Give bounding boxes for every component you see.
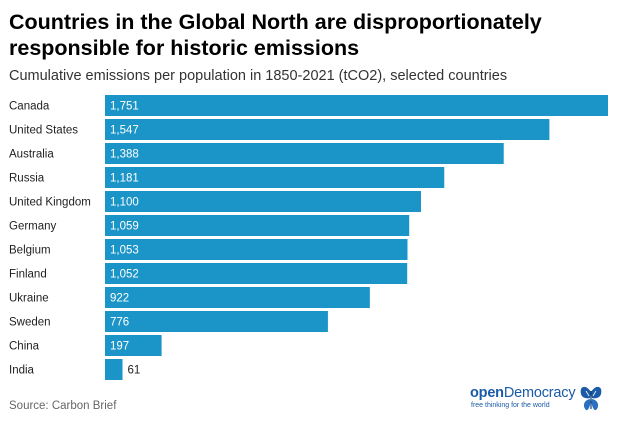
category-label-australia: Australia (9, 149, 54, 161)
bar-ukraine[interactable] (105, 287, 370, 308)
value-label-united-states: 1,547 (110, 125, 139, 137)
value-label-united-kingdom: 1,100 (110, 197, 139, 209)
logo-wordmark: openDemocracy (470, 385, 576, 401)
bar-united-states[interactable] (105, 119, 550, 140)
bar-belgium[interactable] (105, 239, 408, 260)
bar-india[interactable] (105, 359, 123, 380)
category-label-ukraine: Ukraine (9, 293, 49, 305)
opendemocracy-logo[interactable]: openDemocracy free thinking for the worl… (470, 385, 610, 415)
value-label-finland: 1,052 (110, 269, 139, 281)
value-label-belgium: 1,053 (110, 245, 139, 257)
category-label-sweden: Sweden (9, 317, 51, 329)
category-label-belgium: Belgium (9, 245, 51, 257)
value-label-australia: 1,388 (110, 149, 139, 161)
value-label-sweden: 776 (110, 317, 129, 329)
bar-australia[interactable] (105, 143, 504, 164)
value-label-canada: 1,751 (110, 101, 139, 113)
category-label-united-kingdom: United Kingdom (9, 197, 91, 209)
bar-finland[interactable] (105, 263, 408, 284)
category-label-china: China (9, 341, 40, 353)
logo-name-rest: Democracy (503, 385, 576, 401)
category-label-canada: Canada (9, 101, 50, 113)
category-label-russia: Russia (9, 173, 45, 185)
bar-united-kingdom[interactable] (105, 191, 421, 212)
value-label-ukraine: 922 (110, 293, 129, 305)
bar-china[interactable] (105, 335, 162, 356)
bar-germany[interactable] (105, 215, 410, 236)
value-label-russia: 1,181 (110, 173, 139, 185)
category-label-india: India (9, 365, 35, 377)
logo-name-bold: open (470, 385, 504, 401)
value-label-germany: 1,059 (110, 221, 139, 233)
category-label-united-states: United States (9, 125, 78, 137)
bar-sweden[interactable] (105, 311, 328, 332)
bar-russia[interactable] (105, 167, 445, 188)
bar-canada[interactable] (105, 95, 608, 116)
category-label-finland: Finland (9, 269, 47, 281)
chart-title: Countries in the Global North are dispro… (9, 10, 542, 60)
logo-tagline: free thinking for the world (471, 402, 550, 409)
value-label-china: 197 (110, 341, 129, 353)
value-label-india: 61 (128, 365, 141, 377)
chart-subtitle: Cumulative emissions per population in 1… (9, 68, 508, 84)
source-note: Source: Carbon Brief (9, 400, 117, 412)
category-label-germany: Germany (9, 221, 57, 233)
butterfly-icon (580, 386, 602, 411)
